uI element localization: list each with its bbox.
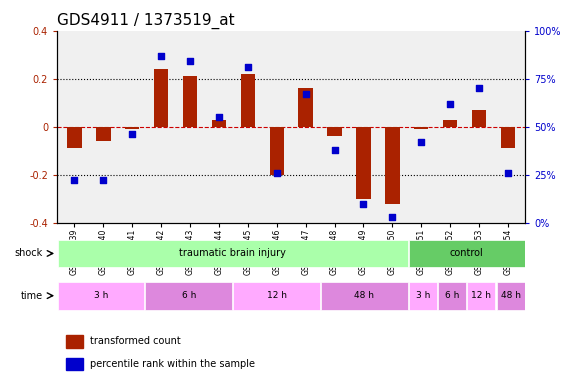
Bar xyxy=(501,127,515,148)
Text: 3 h: 3 h xyxy=(94,291,108,300)
Bar xyxy=(66,335,83,348)
Bar xyxy=(270,127,284,175)
Bar xyxy=(299,88,313,127)
Bar xyxy=(240,74,255,127)
Text: 6 h: 6 h xyxy=(445,291,459,300)
Point xyxy=(186,58,195,65)
Bar xyxy=(472,110,486,127)
FancyBboxPatch shape xyxy=(58,282,144,310)
Text: 12 h: 12 h xyxy=(267,291,287,300)
Bar xyxy=(212,119,226,127)
Text: 48 h: 48 h xyxy=(501,291,521,300)
Text: percentile rank within the sample: percentile rank within the sample xyxy=(90,359,255,369)
Point xyxy=(445,101,455,107)
Point xyxy=(272,170,282,176)
Bar xyxy=(67,127,82,148)
Point xyxy=(70,177,79,184)
Bar xyxy=(96,127,111,141)
Bar xyxy=(443,119,457,127)
Bar xyxy=(414,127,428,129)
Point xyxy=(417,139,426,145)
Text: 3 h: 3 h xyxy=(416,291,430,300)
Point xyxy=(128,131,137,137)
Point xyxy=(301,91,310,97)
FancyBboxPatch shape xyxy=(234,282,320,310)
Point xyxy=(99,177,108,184)
FancyBboxPatch shape xyxy=(497,282,525,310)
Text: 48 h: 48 h xyxy=(355,291,375,300)
Bar xyxy=(183,76,197,127)
FancyBboxPatch shape xyxy=(146,282,232,310)
Point xyxy=(214,114,223,120)
FancyBboxPatch shape xyxy=(438,282,466,310)
Point xyxy=(504,170,513,176)
Text: transformed count: transformed count xyxy=(90,336,180,346)
Point xyxy=(388,214,397,220)
Point xyxy=(330,147,339,153)
Bar xyxy=(154,69,168,127)
Text: control: control xyxy=(450,248,484,258)
FancyBboxPatch shape xyxy=(409,282,437,310)
Text: 12 h: 12 h xyxy=(472,291,492,300)
FancyBboxPatch shape xyxy=(58,240,408,267)
FancyBboxPatch shape xyxy=(409,240,525,267)
Text: GDS4911 / 1373519_at: GDS4911 / 1373519_at xyxy=(57,13,235,29)
Text: traumatic brain injury: traumatic brain injury xyxy=(179,248,286,258)
Point xyxy=(243,64,252,70)
FancyBboxPatch shape xyxy=(321,282,408,310)
Bar xyxy=(356,127,371,199)
Bar xyxy=(327,127,342,136)
Bar xyxy=(385,127,400,204)
Bar xyxy=(125,127,139,129)
Bar xyxy=(66,358,83,370)
Text: time: time xyxy=(21,291,42,301)
FancyBboxPatch shape xyxy=(468,282,496,310)
Point xyxy=(359,200,368,207)
Text: 6 h: 6 h xyxy=(182,291,196,300)
Point xyxy=(156,53,166,59)
Point xyxy=(475,85,484,91)
Text: shock: shock xyxy=(14,248,42,258)
